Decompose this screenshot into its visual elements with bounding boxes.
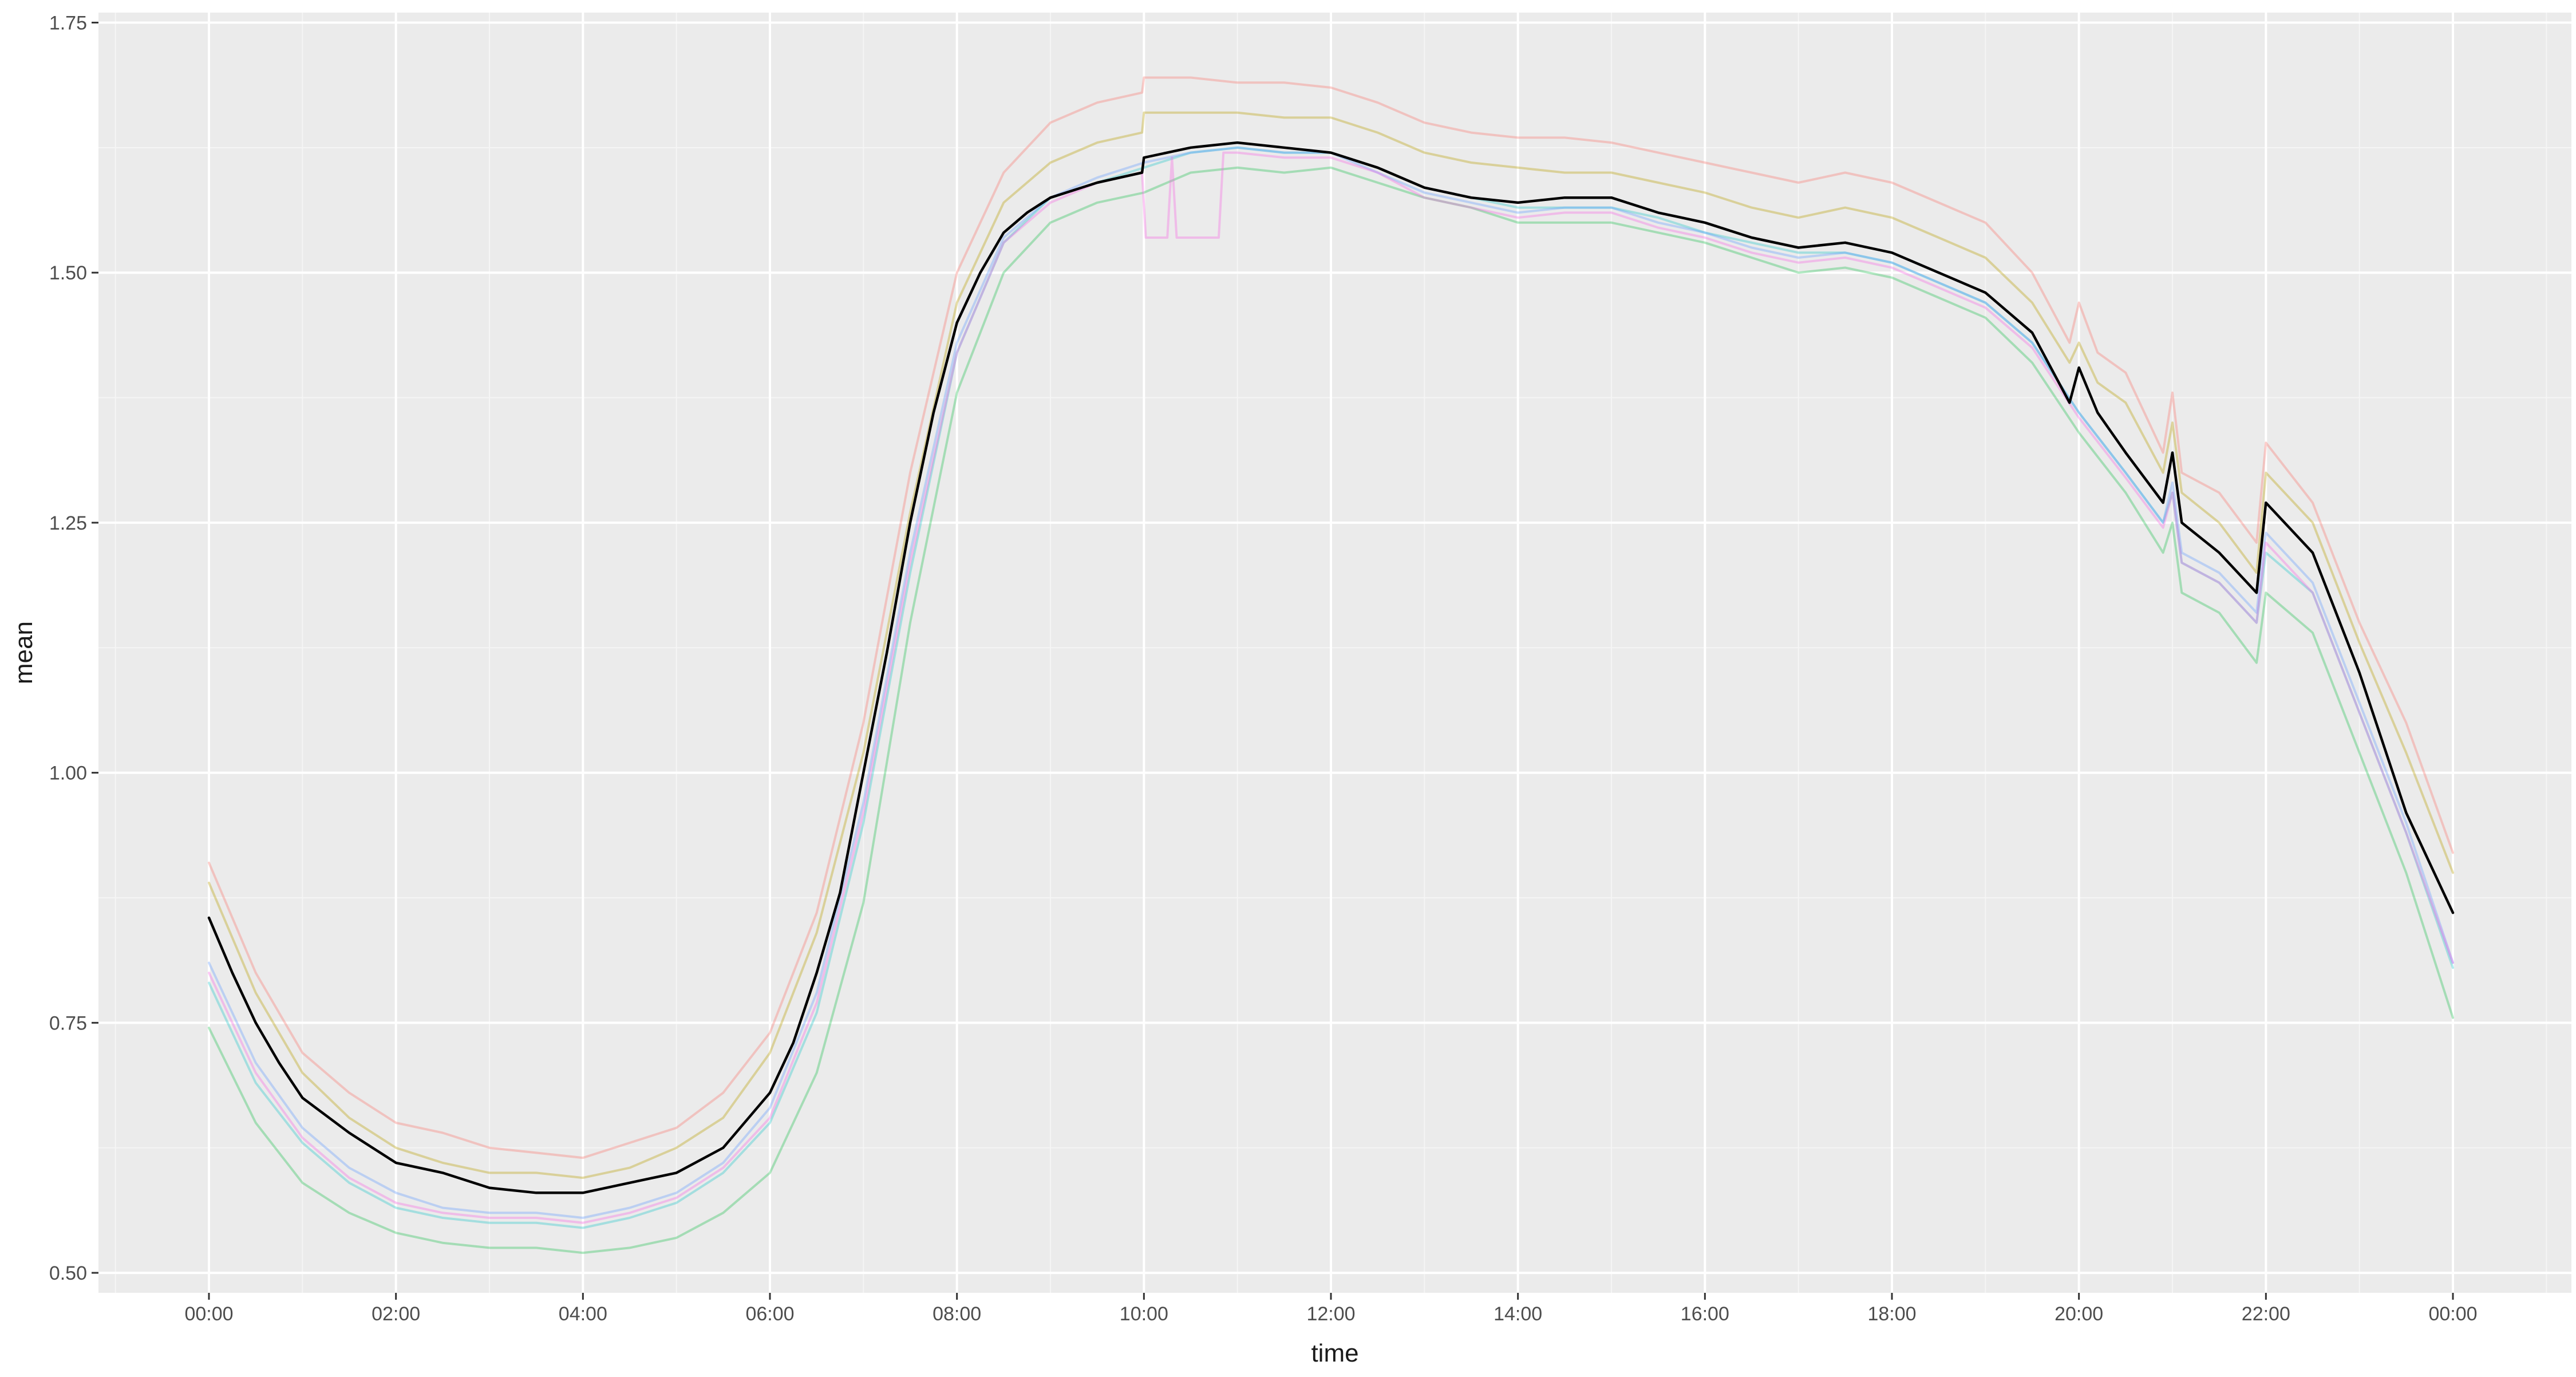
x-tick-label: 06:00: [745, 1303, 794, 1325]
y-axis-title: mean: [10, 621, 38, 684]
x-tick-label: 18:00: [1867, 1303, 1916, 1325]
series-line-1: [208, 76, 2454, 1159]
grid-major: [98, 13, 2571, 1293]
x-tick-label: 22:00: [2242, 1303, 2290, 1325]
y-tick-label: 1.75: [49, 12, 87, 34]
grid-minor: [98, 13, 2571, 1293]
y-axis-ticks: 0.50 0.75 1.00 1.25 1.50 1.75: [49, 12, 98, 1284]
y-tick-label: 0.50: [49, 1262, 87, 1284]
x-tick-label: 20:00: [2055, 1303, 2103, 1325]
x-tick-label: 10:00: [1120, 1303, 1168, 1325]
x-tick-label: 04:00: [559, 1303, 607, 1325]
plot-panel: [98, 13, 2571, 1293]
x-tick-label: 08:00: [933, 1303, 981, 1325]
y-tick-label: 1.00: [49, 763, 87, 784]
y-tick-label: 0.75: [49, 1012, 87, 1034]
series-line-7: [207, 141, 2455, 1194]
series-line-6: [208, 151, 2454, 1224]
y-tick-label: 1.50: [49, 262, 87, 284]
x-axis-title: time: [1311, 1339, 1358, 1367]
x-tick-label: 00:00: [184, 1303, 233, 1325]
series-line-5: [208, 146, 2454, 1219]
x-tick-label: 02:00: [372, 1303, 420, 1325]
x-axis-ticks: 00:00 02:00 04:00 06:00 08:00 10:00 12:00 14:00…: [184, 1293, 2478, 1325]
y-tick-label: 1.25: [49, 512, 87, 534]
x-tick-label: 00:00: [2428, 1303, 2477, 1325]
x-tick-label: 16:00: [1681, 1303, 1729, 1325]
series-line-2: [208, 111, 2454, 1179]
x-tick-label: 12:00: [1306, 1303, 1355, 1325]
series-layer: [207, 76, 2455, 1254]
x-tick-label: 14:00: [1494, 1303, 1542, 1325]
series-line-3: [208, 166, 2454, 1254]
